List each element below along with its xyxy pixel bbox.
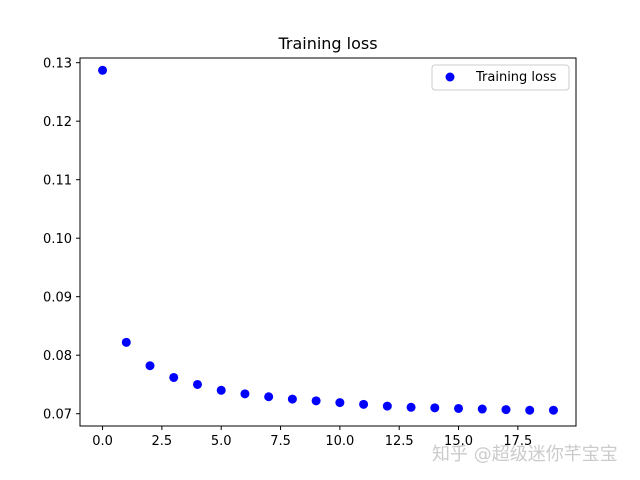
x-tick-label: 15.0 xyxy=(444,434,473,449)
legend-label: Training loss xyxy=(475,70,557,85)
legend: Training loss xyxy=(431,64,570,91)
y-axis: 0.07 0.08 0.09 0.10 0.11 0.12 0.13 xyxy=(43,57,80,423)
y-tick-label: 0.08 xyxy=(43,349,72,364)
legend-marker xyxy=(445,72,455,82)
x-tick-label: 17.5 xyxy=(503,434,532,449)
y-tick-label: 0.12 xyxy=(43,115,72,130)
data-point xyxy=(98,65,108,75)
data-point xyxy=(525,405,535,415)
x-tick-label: 12.5 xyxy=(385,434,414,449)
data-point xyxy=(121,337,131,347)
data-point xyxy=(335,398,345,408)
data-point xyxy=(382,401,392,411)
data-point xyxy=(192,379,202,389)
legend-box xyxy=(431,64,570,91)
y-tick-label: 0.07 xyxy=(43,408,72,423)
x-tick-label: 5.0 xyxy=(211,434,232,449)
y-tick-label: 0.11 xyxy=(43,174,72,189)
data-point xyxy=(145,361,155,371)
data-point xyxy=(548,405,558,415)
plot-frame xyxy=(79,57,577,427)
plot-area xyxy=(79,57,577,427)
x-axis: 0.0 2.5 5.0 7.5 10.0 12.5 15.0 17.5 xyxy=(92,426,532,449)
x-tick-label: 10.0 xyxy=(325,434,354,449)
data-point xyxy=(359,399,369,409)
data-point xyxy=(311,396,321,406)
data-point xyxy=(477,404,487,414)
data-point xyxy=(216,385,226,395)
data-point xyxy=(287,394,297,404)
data-point xyxy=(264,392,274,402)
data-point xyxy=(430,403,440,413)
y-tick-label: 0.09 xyxy=(43,291,72,306)
x-tick-label: 0.0 xyxy=(92,434,113,449)
data-point xyxy=(454,403,464,413)
y-tick-label: 0.10 xyxy=(43,232,72,247)
chart-title: Training loss xyxy=(277,34,377,53)
data-point xyxy=(169,372,179,382)
data-points xyxy=(98,65,558,415)
data-point xyxy=(406,402,416,412)
data-point xyxy=(501,405,511,415)
x-tick-label: 2.5 xyxy=(152,434,173,449)
y-tick-label: 0.13 xyxy=(43,57,72,72)
x-tick-label: 7.5 xyxy=(270,434,291,449)
data-point xyxy=(240,389,250,399)
watermark-text: 知乎 @超级迷你芊宝宝 xyxy=(432,444,618,465)
